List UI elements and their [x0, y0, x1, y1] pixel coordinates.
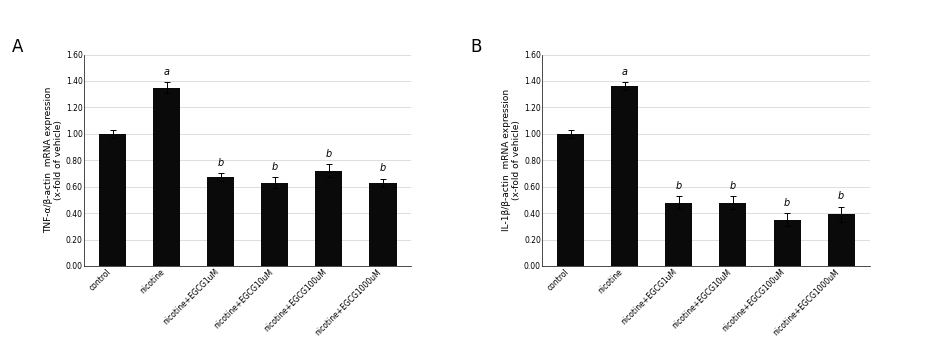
Text: b: b — [784, 198, 790, 208]
Text: b: b — [730, 181, 736, 191]
Text: b: b — [380, 163, 386, 174]
Bar — [773, 220, 800, 266]
Bar — [315, 171, 342, 266]
Bar — [369, 183, 396, 266]
Text: B: B — [470, 38, 482, 56]
Y-axis label: IL-1β/β-actin  mRNA expression
(x-fold of vehicle): IL-1β/β-actin mRNA expression (x-fold of… — [502, 89, 521, 231]
Text: b: b — [218, 158, 223, 168]
Bar — [261, 183, 288, 266]
Bar — [557, 134, 584, 266]
Bar — [611, 86, 639, 266]
Text: b: b — [272, 162, 278, 172]
Bar — [99, 134, 126, 266]
Bar — [208, 177, 235, 266]
Text: b: b — [838, 191, 844, 201]
Text: b: b — [676, 181, 682, 191]
Text: b: b — [325, 149, 332, 159]
Y-axis label: TNF-α/β-actin  mRNA expression
(x-fold of vehicle): TNF-α/β-actin mRNA expression (x-fold of… — [44, 87, 63, 234]
Text: a: a — [622, 67, 627, 77]
Bar — [827, 214, 855, 266]
Bar — [719, 203, 746, 266]
Bar — [153, 88, 180, 266]
Text: a: a — [164, 67, 169, 77]
Text: A: A — [12, 38, 23, 56]
Bar — [666, 203, 693, 266]
